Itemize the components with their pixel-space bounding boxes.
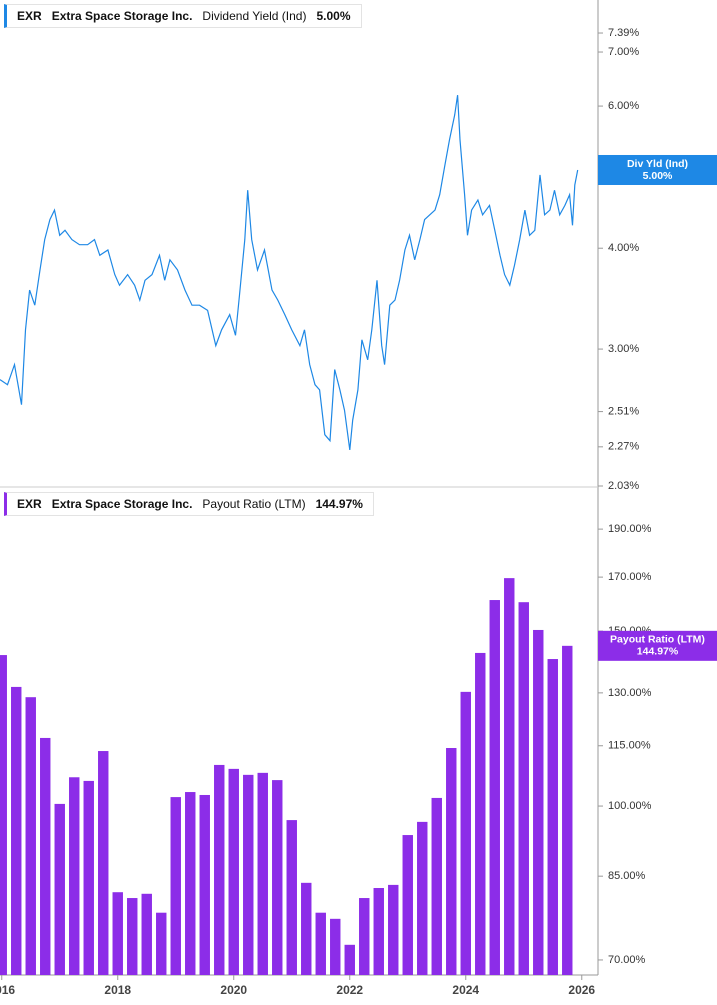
bar xyxy=(11,686,22,975)
series-name: Dividend Yield (Ind) xyxy=(202,9,307,23)
bar xyxy=(170,797,181,975)
x-tick-label: 2018 xyxy=(104,983,131,997)
legend: EXR Extra Space Storage Inc. Dividend Yi… xyxy=(4,4,362,28)
y-tick-label: 4.00% xyxy=(608,242,639,254)
x-tick-label: 2020 xyxy=(220,983,247,997)
badge-bg xyxy=(598,154,717,185)
legend: EXR Extra Space Storage Inc. Payout Rati… xyxy=(4,492,374,516)
bar xyxy=(272,780,283,975)
bar xyxy=(214,764,225,975)
y-tick-label: 2.03% xyxy=(608,480,639,492)
badge-value: 5.00% xyxy=(643,170,673,182)
y-tick-label: 2.27% xyxy=(608,441,639,453)
y-tick-label: 2.51% xyxy=(608,405,639,417)
bar xyxy=(315,912,326,975)
company: Extra Space Storage Inc. xyxy=(51,9,193,23)
x-tick-label: 2026 xyxy=(568,983,595,997)
bar xyxy=(388,884,399,975)
x-tick-label: 2022 xyxy=(336,983,363,997)
bar xyxy=(402,835,413,975)
line xyxy=(0,95,579,450)
y-tick-label: 7.00% xyxy=(608,46,639,58)
bar xyxy=(0,655,7,975)
bar xyxy=(344,944,355,975)
bar xyxy=(417,821,428,975)
bar xyxy=(257,772,268,975)
bar xyxy=(489,600,500,975)
bar xyxy=(127,898,138,975)
bar xyxy=(40,737,51,975)
badge-bg xyxy=(598,630,717,661)
bar xyxy=(98,751,109,975)
bar xyxy=(156,912,167,975)
bar xyxy=(83,780,94,975)
x-tick-label: 2024 xyxy=(452,983,479,997)
badge-name: Div Yld (Ind) xyxy=(627,158,688,170)
badge-name: Payout Ratio (LTM) xyxy=(610,634,705,646)
bar xyxy=(431,797,442,975)
bar xyxy=(25,697,36,975)
bar xyxy=(373,888,384,975)
bar xyxy=(533,629,544,975)
y-tick-label: 190.00% xyxy=(608,523,652,535)
bar xyxy=(112,892,123,975)
bar xyxy=(185,792,196,975)
bar xyxy=(475,652,486,975)
value-badge: Payout Ratio (LTM)144.97% xyxy=(598,630,717,661)
ticker: EXR xyxy=(17,497,42,511)
bar xyxy=(286,820,297,975)
last-value: 144.97% xyxy=(315,497,363,511)
bar xyxy=(518,602,529,975)
bar xyxy=(359,898,370,975)
bar xyxy=(54,803,65,975)
y-tick-label: 130.00% xyxy=(608,687,652,699)
value-badge: Div Yld (Ind)5.00% xyxy=(598,154,717,185)
y-tick-label: 115.00% xyxy=(608,740,651,752)
series-name: Payout Ratio (LTM) xyxy=(202,497,306,511)
bar xyxy=(504,578,515,975)
last-value: 5.00% xyxy=(316,9,351,23)
y-tick-label: 100.00% xyxy=(608,800,652,812)
bar xyxy=(460,691,471,975)
bar xyxy=(228,768,239,975)
bar xyxy=(446,748,457,975)
y-tick-label: 70.00% xyxy=(608,954,646,966)
badge-value: 144.97% xyxy=(637,646,679,658)
y-tick-label: 3.00% xyxy=(608,343,639,355)
y-tick-label: 85.00% xyxy=(608,870,646,882)
company: Extra Space Storage Inc. xyxy=(51,497,193,511)
bar xyxy=(69,777,80,975)
bar xyxy=(330,918,341,975)
y-tick-label: 6.00% xyxy=(608,100,639,112)
ticker: EXR xyxy=(17,9,42,23)
bar xyxy=(301,882,312,975)
bar xyxy=(199,794,210,975)
x-tick-label: 2016 xyxy=(0,983,15,997)
bar xyxy=(141,893,152,975)
bar xyxy=(243,774,254,975)
y-tick-label: 7.39% xyxy=(608,27,639,39)
y-tick-label: 170.00% xyxy=(608,571,652,583)
bar xyxy=(562,645,573,975)
bar xyxy=(547,659,558,975)
